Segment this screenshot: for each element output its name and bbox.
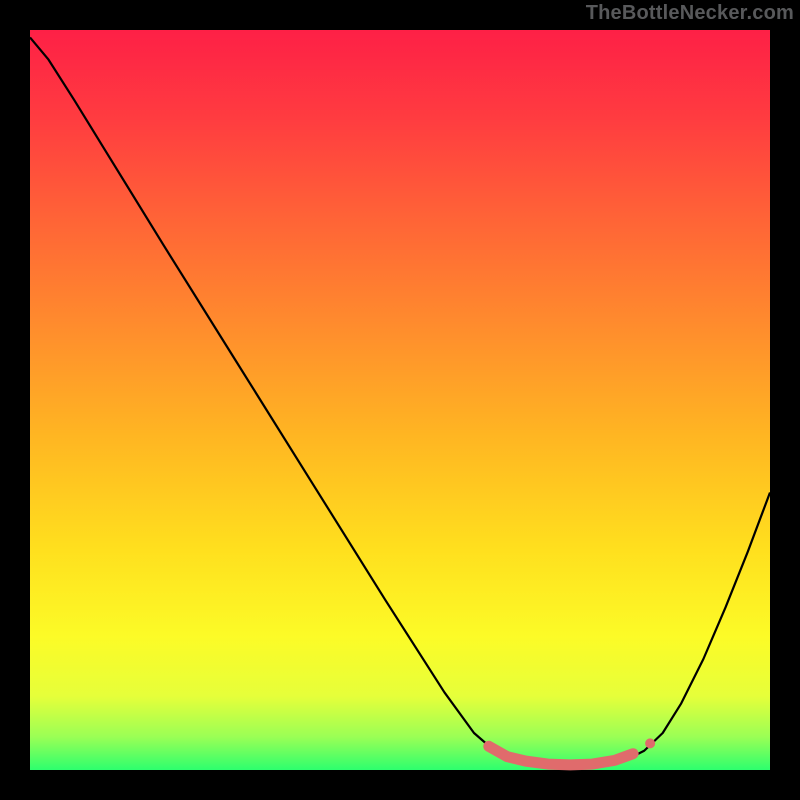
bottleneck-curve-chart [0,0,800,800]
watermark-text: TheBottleNecker.com [586,2,794,25]
plot-background [30,30,770,770]
optimal-range-end-dot [645,738,655,748]
chart-container: { "meta": { "watermark": "TheBottleNecke… [0,0,800,800]
